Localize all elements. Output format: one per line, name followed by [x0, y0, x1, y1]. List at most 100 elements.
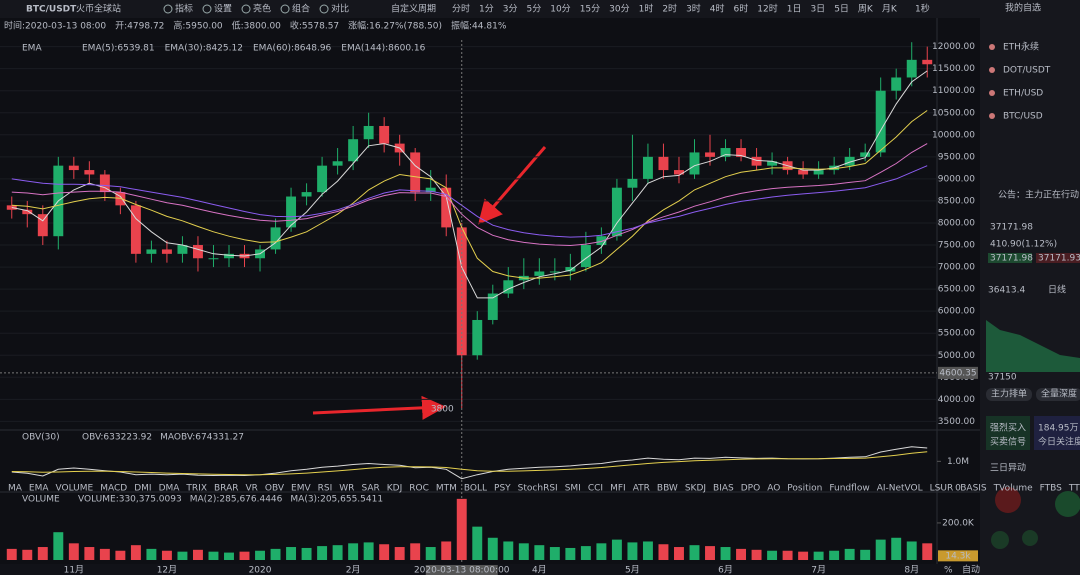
- legend-entry: EMA(30):8425.12: [165, 44, 243, 54]
- indicator-tab[interactable]: Position: [787, 484, 822, 494]
- candle-body: [611, 187, 622, 237]
- watch-item[interactable]: DOT/USDT: [1003, 66, 1051, 76]
- indicator-tab[interactable]: BBW: [657, 484, 678, 494]
- indicator-tab[interactable]: StochRSI: [518, 484, 558, 494]
- indicator-tab[interactable]: CCI: [588, 484, 603, 494]
- watch-item[interactable]: ETH/USD: [1003, 89, 1043, 99]
- indicator-tab[interactable]: SAR: [361, 484, 379, 494]
- watch-item[interactable]: BTC/USD: [1003, 112, 1043, 122]
- menu-item[interactable]: 对比: [331, 3, 349, 15]
- indicator-tab[interactable]: ROC: [409, 484, 429, 494]
- indicator-tab[interactable]: SMI: [565, 484, 581, 494]
- indicator-tab[interactable]: TTSI: [1068, 484, 1080, 494]
- period-tab[interactable]: 3日: [810, 4, 825, 15]
- candle-body: [348, 139, 359, 162]
- indicator-tab[interactable]: LSUR: [930, 484, 954, 494]
- indicator-tab[interactable]: BIAS: [713, 484, 734, 494]
- period-tab[interactable]: 12时: [757, 3, 777, 15]
- price: 37171.98: [990, 223, 1033, 233]
- indicator-tab[interactable]: VR: [245, 484, 257, 494]
- indicator-tab[interactable]: MA: [8, 484, 23, 494]
- indicator-tab[interactable]: Fundflow: [829, 484, 869, 494]
- menu-item[interactable]: 亮色: [253, 3, 271, 15]
- candle-body: [767, 161, 778, 166]
- sidebar-tab[interactable]: 我的自选: [1005, 2, 1041, 14]
- notice: 公告：主力正在行动，: [998, 189, 1080, 201]
- bubble: [995, 487, 1021, 513]
- period-tab[interactable]: 1时: [639, 3, 654, 15]
- period-tab[interactable]: 10分: [550, 4, 570, 15]
- y-tick-label: 200.0K: [942, 518, 975, 528]
- candle-body: [658, 156, 669, 171]
- indicator-tab[interactable]: DMA: [159, 484, 181, 494]
- series-line: [11, 70, 928, 299]
- x-tick-label: 5月: [625, 565, 640, 575]
- period-tab[interactable]: 月K: [882, 4, 898, 15]
- attention: 184.95万: [1038, 424, 1079, 434]
- refresh-rate[interactable]: 1秒: [915, 3, 930, 15]
- indicator-tab[interactable]: VOLUME: [56, 484, 94, 494]
- indicator-tab[interactable]: PSY: [494, 484, 511, 494]
- period-tab[interactable]: 1分: [479, 4, 494, 15]
- sidebar-tab-bg: [986, 388, 1032, 401]
- volume-bar: [580, 546, 591, 560]
- volume-bar: [891, 537, 902, 560]
- x-tick-label: 8月: [904, 565, 919, 575]
- indicator-tab[interactable]: TVolume: [993, 484, 1033, 494]
- x-tick-label: 7月: [811, 565, 826, 575]
- indicator-tab[interactable]: EMV: [291, 484, 311, 494]
- period-tab[interactable]: 分时: [452, 3, 470, 15]
- period-tab[interactable]: 15分: [580, 4, 600, 15]
- period-tab[interactable]: 5分: [527, 4, 542, 15]
- volume-bar: [627, 542, 638, 560]
- indicator-tab[interactable]: TRIX: [185, 484, 207, 494]
- menu-item[interactable]: 设置: [214, 4, 232, 15]
- y-tick-label: 3500.00: [938, 417, 975, 427]
- indicator-tab[interactable]: DPO: [741, 484, 760, 494]
- indicator-tab[interactable]: ATR: [633, 484, 650, 494]
- indicator-tab[interactable]: EMA: [29, 484, 49, 494]
- ask: 37171.93: [1038, 254, 1080, 264]
- indicator-tab[interactable]: MFI: [610, 484, 626, 494]
- indicator-tab[interactable]: AO: [767, 484, 780, 494]
- period-tab[interactable]: 30分: [609, 4, 629, 15]
- period-tab[interactable]: 1日: [787, 4, 802, 15]
- period-tab[interactable]: 周K: [858, 4, 874, 15]
- sidebar-subtab[interactable]: 全量深度: [1041, 388, 1077, 400]
- indicator-tab[interactable]: OBV: [265, 484, 285, 494]
- menu-item[interactable]: 指标: [175, 3, 193, 15]
- period-tab[interactable]: 4时: [710, 3, 725, 15]
- period-tab[interactable]: 2时: [662, 3, 677, 15]
- sidebar-subtab[interactable]: 主力排单: [991, 388, 1027, 400]
- indicator-tab[interactable]: SKDJ: [685, 484, 706, 494]
- watch-item[interactable]: ETH永续: [1003, 41, 1039, 53]
- period-tab[interactable]: 3时: [686, 3, 701, 15]
- period-tab[interactable]: 3分: [503, 4, 518, 15]
- axis-control[interactable]: %: [944, 566, 953, 575]
- indicator-tab[interactable]: DMI: [134, 484, 151, 494]
- volume-bar: [534, 545, 545, 560]
- candle-body: [224, 253, 234, 259]
- indicator-tab[interactable]: AI-NetVOL: [877, 484, 923, 494]
- indicator-tab[interactable]: BASIS: [960, 484, 987, 494]
- axis-control[interactable]: 自动: [962, 564, 980, 575]
- indicator-tab[interactable]: WR: [339, 484, 354, 494]
- indicator-tab[interactable]: BOLL: [464, 484, 487, 494]
- volume-bar: [255, 550, 265, 560]
- custom-period[interactable]: 自定义周期: [391, 3, 436, 15]
- candle-body: [705, 152, 715, 157]
- period-tab[interactable]: 6时: [734, 3, 749, 15]
- indicator-tab[interactable]: RSI: [318, 484, 333, 494]
- volume-bar: [456, 498, 467, 560]
- indicator-tab[interactable]: FTBS: [1040, 484, 1063, 494]
- indicator-tab[interactable]: BRAR: [214, 484, 238, 494]
- legend-entry: MA(3):205,655.5411: [290, 495, 383, 505]
- menu-item[interactable]: 组合: [292, 3, 310, 15]
- menu-icon: [241, 4, 251, 14]
- indicator-tab[interactable]: KDJ: [387, 484, 403, 494]
- indicator-tab[interactable]: MTM: [436, 484, 457, 494]
- period-tab[interactable]: 5日: [834, 4, 849, 15]
- indicator-tab[interactable]: MACD: [100, 484, 127, 494]
- symbol[interactable]: BTC/USDT: [26, 5, 77, 15]
- candle-body: [22, 209, 33, 215]
